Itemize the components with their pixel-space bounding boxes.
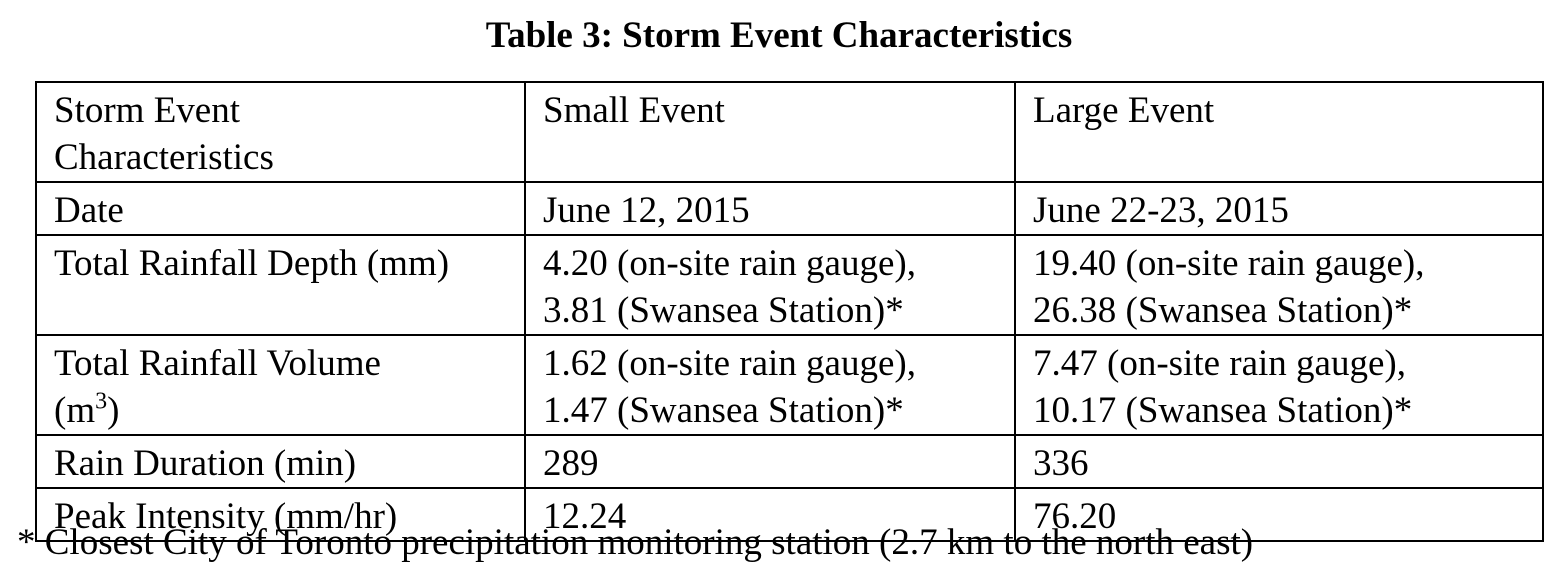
unit-close: ) (107, 390, 120, 431)
small-event-value: 12.24 (524, 487, 1016, 542)
row-label: Peak Intensity (mm/hr) (35, 487, 526, 542)
table-row-date: Date June 12, 2015 June 22-23, 2015 (35, 181, 1544, 236)
small-event-value: June 12, 2015 (524, 181, 1016, 236)
row-label: Date (35, 181, 526, 236)
row-label: Total Rainfall Volume (m3) (35, 334, 526, 436)
small-event-value: 4.20 (on-site rain gauge), 3.81 (Swansea… (524, 234, 1016, 336)
row-label-line: Total Rainfall Volume (54, 343, 381, 384)
table-footnote: * Closest City of Toronto precipitation … (17, 522, 1254, 563)
small-event-value: 289 (524, 434, 1016, 489)
large-event-value: 7.47 (on-site rain gauge), 10.17 (Swanse… (1014, 334, 1544, 436)
table-row-peak-intensity: Peak Intensity (mm/hr) 12.24 76.20 (35, 487, 1544, 542)
row-label: Total Rainfall Depth (mm) (35, 234, 526, 336)
header-cell-characteristics: Storm Event Characteristics (35, 81, 526, 183)
value-line: 4.20 (on-site rain gauge), (543, 243, 916, 284)
large-event-value: 76.20 (1014, 487, 1544, 542)
value-line: 19.40 (on-site rain gauge), (1033, 243, 1425, 284)
header-label-line: Characteristics (54, 137, 274, 178)
table-row-rainfall-volume: Total Rainfall Volume (m3) 1.62 (on-site… (35, 334, 1544, 436)
row-label-unit: (m3) (54, 387, 523, 433)
unit-open: (m (54, 390, 96, 431)
table-header-row: Storm Event Characteristics Small Event … (35, 81, 1544, 183)
value-line: 7.47 (on-site rain gauge), (1033, 343, 1406, 384)
value-line: 26.38 (Swansea Station)* (1033, 290, 1413, 331)
table-row-rain-duration: Rain Duration (min) 289 336 (35, 434, 1544, 489)
small-event-value: 1.62 (on-site rain gauge), 1.47 (Swansea… (524, 334, 1016, 436)
table-row-rainfall-depth: Total Rainfall Depth (mm) 4.20 (on-site … (35, 234, 1544, 336)
large-event-value: June 22-23, 2015 (1014, 181, 1544, 236)
large-event-value: 19.40 (on-site rain gauge), 26.38 (Swans… (1014, 234, 1544, 336)
storm-event-table: Storm Event Characteristics Small Event … (35, 81, 1544, 542)
header-label-line: Storm Event (54, 90, 241, 131)
value-line: 10.17 (Swansea Station)* (1033, 390, 1413, 431)
row-label: Rain Duration (min) (35, 434, 526, 489)
header-cell-small-event: Small Event (524, 81, 1016, 183)
value-line: 3.81 (Swansea Station)* (543, 290, 904, 331)
unit-exponent: 3 (95, 388, 108, 415)
value-line: 1.47 (Swansea Station)* (543, 390, 904, 431)
header-cell-large-event: Large Event (1014, 81, 1544, 183)
table-title: Table 3: Storm Event Characteristics (485, 15, 1073, 56)
large-event-value: 336 (1014, 434, 1544, 489)
value-line: 1.62 (on-site rain gauge), (543, 343, 916, 384)
